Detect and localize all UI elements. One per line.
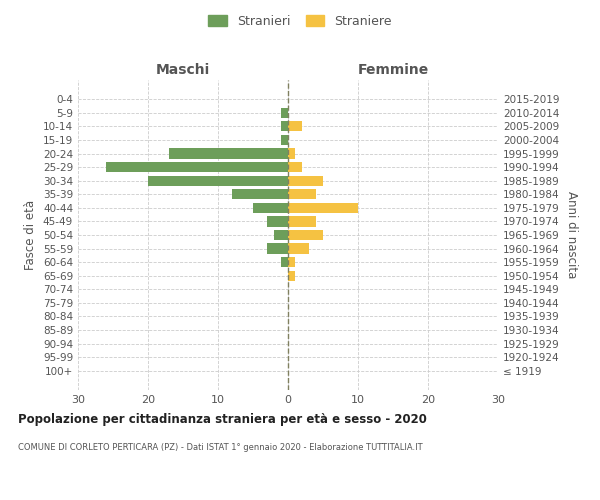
Y-axis label: Fasce di età: Fasce di età: [25, 200, 37, 270]
Bar: [274, 230, 288, 240]
Bar: [288, 162, 302, 172]
Bar: [281, 135, 288, 145]
Bar: [288, 148, 295, 158]
Bar: [267, 216, 288, 226]
Legend: Stranieri, Straniere: Stranieri, Straniere: [205, 11, 395, 32]
Text: Popolazione per cittadinanza straniera per età e sesso - 2020: Popolazione per cittadinanza straniera p…: [18, 412, 427, 426]
Bar: [169, 148, 288, 158]
Bar: [281, 257, 288, 268]
Bar: [281, 122, 288, 132]
Bar: [288, 189, 316, 200]
Bar: [288, 216, 316, 226]
Bar: [106, 162, 288, 172]
Bar: [148, 176, 288, 186]
Bar: [267, 244, 288, 254]
Bar: [288, 270, 295, 281]
Text: Femmine: Femmine: [358, 64, 428, 78]
Text: Maschi: Maschi: [156, 64, 210, 78]
Bar: [232, 189, 288, 200]
Bar: [288, 230, 323, 240]
Bar: [288, 176, 323, 186]
Text: COMUNE DI CORLETO PERTICARA (PZ) - Dati ISTAT 1° gennaio 2020 - Elaborazione TUT: COMUNE DI CORLETO PERTICARA (PZ) - Dati …: [18, 442, 422, 452]
Bar: [288, 257, 295, 268]
Bar: [253, 202, 288, 213]
Bar: [288, 202, 358, 213]
Bar: [288, 122, 302, 132]
Bar: [281, 108, 288, 118]
Bar: [288, 244, 309, 254]
Y-axis label: Anni di nascita: Anni di nascita: [565, 192, 578, 278]
